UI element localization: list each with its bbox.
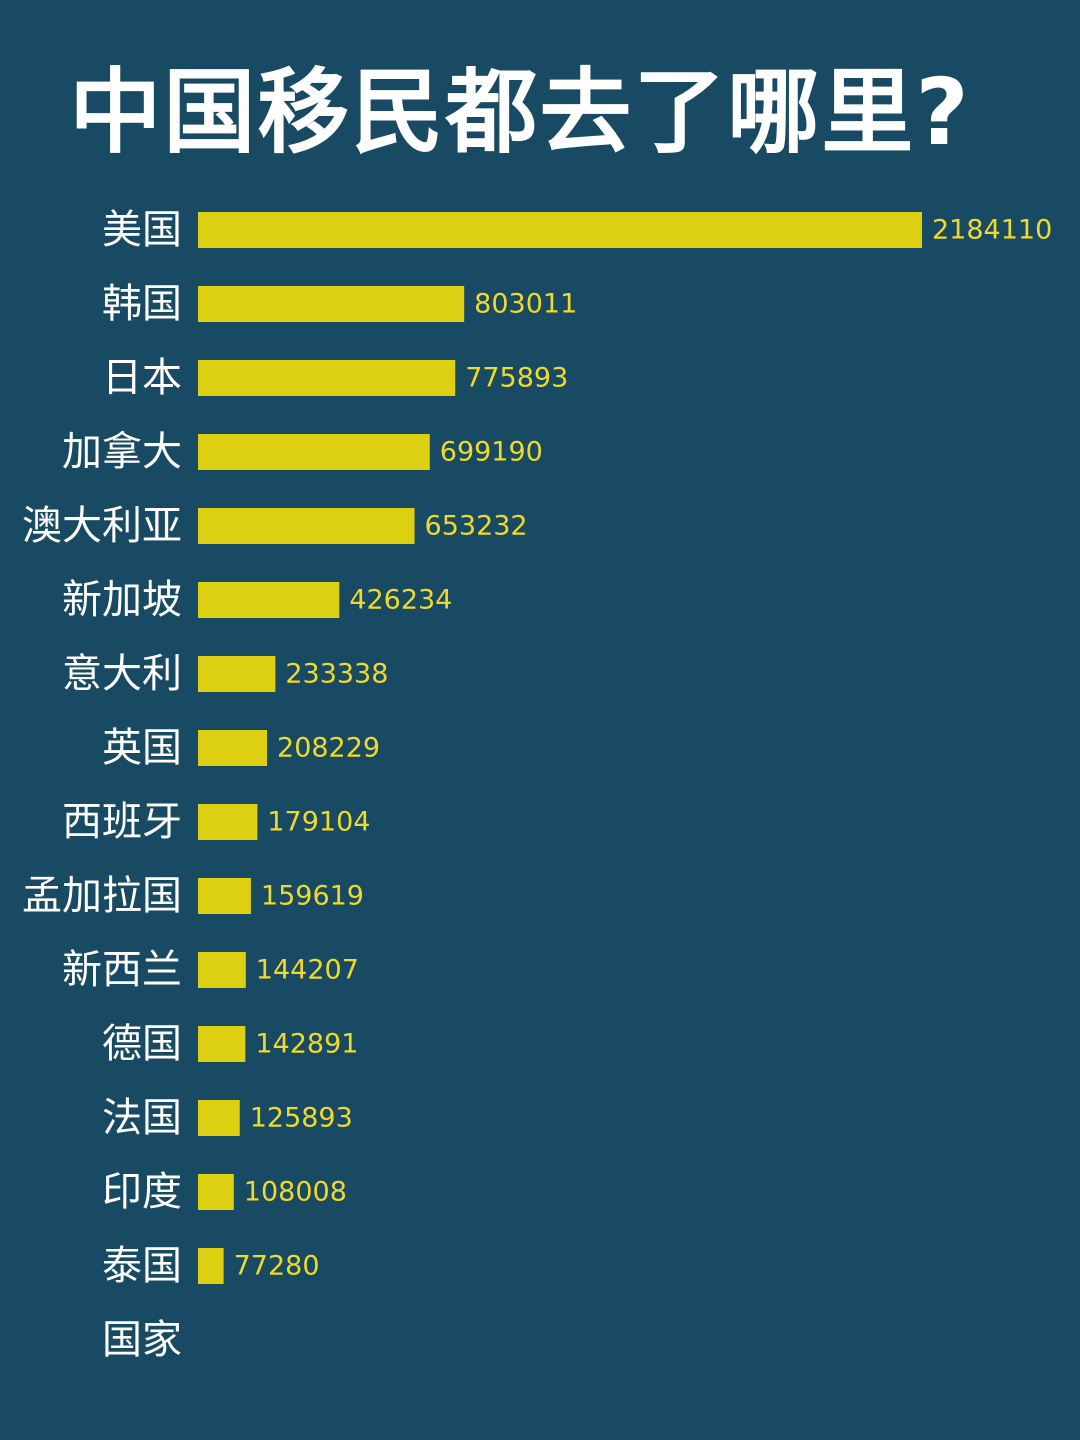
- value-label: 775893: [465, 363, 568, 394]
- value-label: 426234: [349, 585, 452, 616]
- bar: [198, 1026, 246, 1062]
- bar: [198, 286, 465, 322]
- category-label: 日本: [102, 355, 182, 401]
- y-axis-label: 国家: [102, 1317, 182, 1363]
- category-label: 韩国: [102, 281, 182, 327]
- value-label: 653232: [425, 511, 528, 542]
- category-label: 新加坡: [62, 577, 182, 623]
- value-label: 233338: [285, 659, 388, 690]
- bar: [198, 656, 276, 692]
- value-label: 2184110: [932, 215, 1052, 246]
- bar: [198, 212, 922, 248]
- bar: [198, 582, 340, 618]
- value-label: 159619: [261, 881, 364, 912]
- value-label: 125893: [250, 1103, 353, 1134]
- chart-title: 中国移民都去了哪里?: [69, 59, 971, 166]
- bar: [198, 952, 246, 988]
- category-label: 英国: [102, 725, 182, 771]
- category-label: 孟加拉国: [22, 873, 182, 919]
- bar: [198, 434, 430, 470]
- bar: [198, 878, 251, 914]
- category-label: 德国: [102, 1021, 182, 1067]
- category-label: 美国: [102, 207, 182, 253]
- category-label: 加拿大: [62, 429, 182, 475]
- value-label: 77280: [234, 1251, 320, 1282]
- value-label: 208229: [277, 733, 380, 764]
- category-label: 新西兰: [62, 947, 182, 993]
- bar: [198, 360, 456, 396]
- bars-layer: 美国 2184110 韩国 803011 日本 775893 加拿大 699190 澳大利亚 65…: [22, 207, 1052, 1289]
- value-label: 699190: [440, 437, 543, 468]
- category-label: 意大利: [62, 651, 182, 697]
- bar: [198, 508, 415, 544]
- bar: [198, 1248, 224, 1284]
- value-label: 142891: [255, 1029, 358, 1060]
- bar: [198, 730, 268, 766]
- category-label: 西班牙: [62, 799, 182, 845]
- category-label: 泰国: [102, 1243, 182, 1289]
- bar: [198, 804, 258, 840]
- category-label: 印度: [102, 1169, 182, 1215]
- value-label: 144207: [256, 955, 359, 986]
- category-label: 法国: [102, 1095, 182, 1141]
- value-label: 179104: [267, 807, 370, 838]
- value-label: 803011: [474, 289, 577, 320]
- category-label: 澳大利亚: [22, 503, 182, 549]
- bar: [198, 1174, 234, 1210]
- value-label: 108008: [244, 1177, 347, 1208]
- bar: [198, 1100, 240, 1136]
